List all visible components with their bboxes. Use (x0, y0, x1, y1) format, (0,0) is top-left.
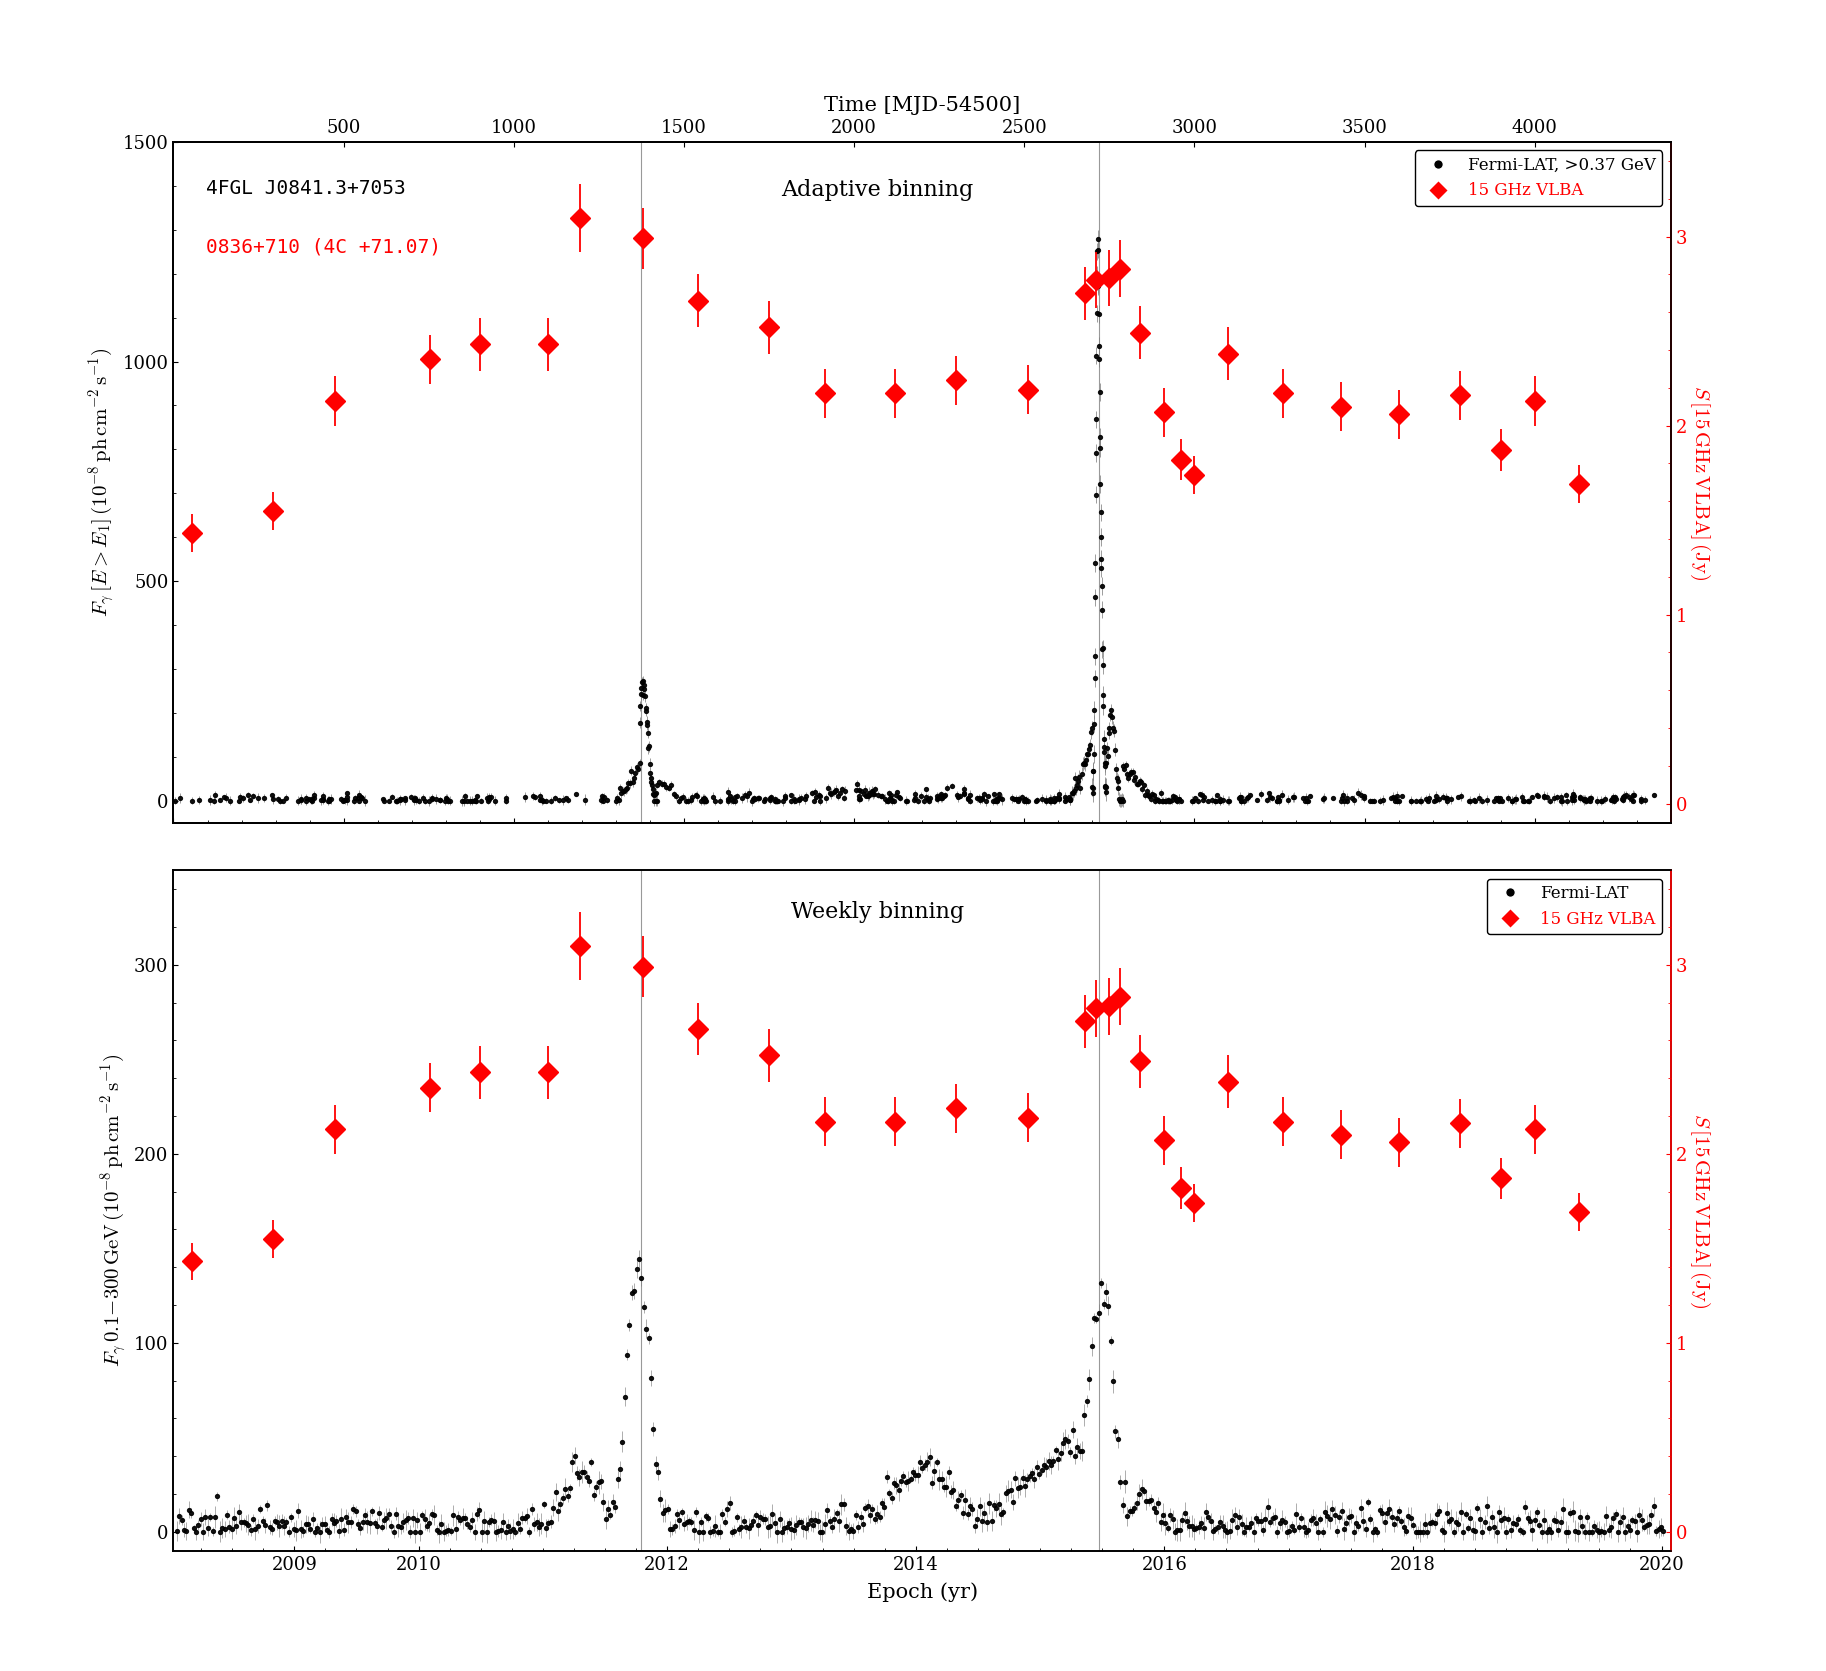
Y-axis label: $S\,[15\,\mathrm{GHz\,VLBA}]\,(\mathrm{Jy})$: $S\,[15\,\mathrm{GHz\,VLBA}]\,(\mathrm{J… (1687, 1113, 1713, 1308)
Legend: Fermi-LAT, >0.37 GeV, 15 GHz VLBA: Fermi-LAT, >0.37 GeV, 15 GHz VLBA (1415, 150, 1662, 206)
Y-axis label: $F_{\gamma}\,0.1\mathrm{-}300\,\mathrm{GeV}\,(10^{-8}\,\mathrm{ph\,cm^{-2}\,s^{-: $F_{\gamma}\,0.1\mathrm{-}300\,\mathrm{G… (99, 1054, 128, 1367)
Text: Weekly binning: Weekly binning (791, 901, 964, 922)
Text: 0836+710 (4C +71.07): 0836+710 (4C +71.07) (206, 237, 442, 256)
Y-axis label: $S\,[15\,\mathrm{GHz\,VLBA}]\,(\mathrm{Jy})$: $S\,[15\,\mathrm{GHz\,VLBA}]\,(\mathrm{J… (1687, 384, 1713, 580)
X-axis label: Epoch (yr): Epoch (yr) (867, 1582, 977, 1601)
X-axis label: Time [MJD-54500]: Time [MJD-54500] (824, 95, 1021, 115)
Y-axis label: $F_{\gamma}\,[E>E_1]\,(10^{-8}\,\mathrm{ph\,cm^{-2}\,s^{-1}})$: $F_{\gamma}\,[E>E_1]\,(10^{-8}\,\mathrm{… (86, 348, 117, 617)
Legend: Fermi-LAT, 15 GHz VLBA: Fermi-LAT, 15 GHz VLBA (1486, 879, 1662, 934)
Text: Adaptive binning: Adaptive binning (782, 179, 973, 202)
Text: 4FGL J0841.3+7053: 4FGL J0841.3+7053 (206, 179, 405, 199)
